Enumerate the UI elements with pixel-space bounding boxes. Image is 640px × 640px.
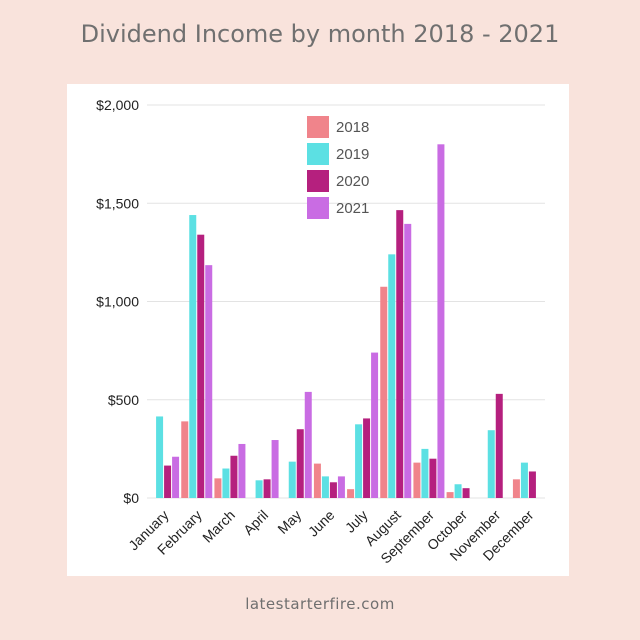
legend-swatch-2021 — [307, 197, 329, 219]
y-tick-label: $1,000 — [96, 294, 139, 310]
legend-label-2019: 2019 — [336, 146, 369, 163]
y-tick-label: $1,500 — [96, 195, 139, 211]
x-tick-label: May — [274, 507, 304, 537]
bar-2018-february — [181, 421, 189, 498]
bar-2021-august — [404, 223, 412, 498]
bar-2019-june — [321, 476, 329, 498]
bar-2019-september — [421, 448, 429, 499]
x-tick-label: June — [305, 507, 338, 540]
bar-2021-september — [437, 144, 445, 499]
bar-2021-may — [304, 391, 312, 498]
bar-2020-may — [296, 429, 304, 498]
bar-2019-august — [388, 254, 396, 498]
bar-2018-december — [512, 479, 520, 498]
bar-2019-may — [288, 461, 296, 498]
x-tick-label: April — [240, 507, 271, 538]
bar-2020-august — [396, 210, 404, 498]
bar-2018-september — [413, 462, 421, 498]
bar-2020-march — [230, 455, 238, 498]
bar-2021-march — [238, 443, 246, 498]
x-tick-label: July — [342, 507, 371, 536]
bar-2021-january — [172, 456, 180, 498]
bar-2019-december — [520, 462, 528, 498]
bar-2019-october — [454, 484, 462, 498]
bar-2020-june — [329, 482, 337, 498]
bar-2018-june — [313, 463, 321, 498]
legend-swatch-2019 — [307, 143, 329, 165]
bar-2019-april — [255, 480, 263, 498]
bar-2020-january — [164, 465, 172, 498]
bar-2018-july — [347, 489, 355, 498]
bar-2020-july — [363, 418, 371, 498]
bar-2020-september — [429, 458, 437, 498]
bar-2018-october — [446, 492, 454, 498]
bar-2019-february — [189, 215, 197, 499]
legend-swatch-2020 — [307, 170, 329, 192]
x-tick-label: March — [199, 507, 238, 546]
bar-2019-march — [222, 468, 230, 498]
y-tick-label: $0 — [123, 490, 139, 506]
bar-2020-december — [528, 471, 536, 498]
y-tick-label: $2,000 — [96, 97, 139, 113]
dividend-bar-chart: $0$500$1,000$1,500$2,000JanuaryFebruaryM… — [96, 97, 545, 567]
page-title: Dividend Income by month 2018 - 2021 — [80, 20, 560, 48]
bar-2018-august — [380, 286, 388, 498]
bar-2020-february — [197, 234, 205, 498]
bar-2018-march — [214, 478, 222, 498]
bar-2021-february — [205, 265, 213, 498]
bar-2021-june — [337, 476, 345, 498]
bar-2021-july — [371, 352, 379, 498]
bar-2020-april — [263, 479, 271, 498]
bar-2019-january — [156, 416, 164, 498]
bar-2020-november — [495, 393, 503, 498]
bar-2019-november — [487, 430, 495, 498]
site-url: latestarterfire.com — [245, 595, 395, 613]
legend-label-2020: 2020 — [336, 173, 369, 190]
chart-card: $0 $500 $1,000 $1,500 $2,000 January February M… — [67, 84, 569, 576]
bar-2020-october — [462, 488, 470, 498]
legend-label-2018: 2018 — [336, 119, 369, 136]
bar-2019-july — [355, 424, 363, 498]
y-tick-label: $500 — [108, 392, 139, 408]
legend-label-2021: 2021 — [336, 200, 369, 217]
bar-2021-april — [271, 440, 279, 498]
legend-swatch-2018 — [307, 116, 329, 138]
